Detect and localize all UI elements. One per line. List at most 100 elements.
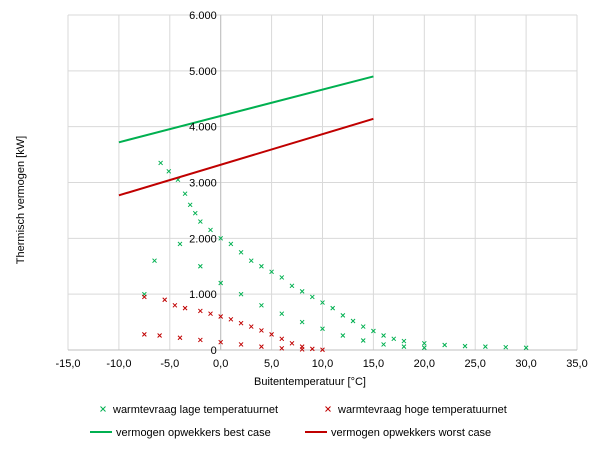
data-point <box>158 160 163 166</box>
y-tick-label: 4.000 <box>189 122 217 134</box>
x-axis-label: Buitentemperatuur [°C] <box>254 376 366 388</box>
y-tick-label: 5.000 <box>189 66 217 78</box>
data-point <box>289 283 295 289</box>
data-point <box>141 294 147 300</box>
y-tick-label: 2.000 <box>189 233 217 245</box>
data-point <box>360 338 366 343</box>
x-tick-label: -10,0 <box>106 358 131 370</box>
data-point <box>330 305 336 311</box>
series-4 <box>118 117 374 197</box>
data-point <box>401 338 407 344</box>
data-point <box>279 311 285 317</box>
data-point <box>228 316 234 322</box>
series-line <box>118 117 374 197</box>
data-point <box>228 241 234 247</box>
y-tick-label: 3.000 <box>189 178 217 190</box>
x-tick-label: 0,0 <box>213 358 228 370</box>
data-point <box>401 344 407 350</box>
data-point <box>391 336 397 342</box>
data-point <box>269 332 274 337</box>
data-point <box>503 344 509 350</box>
data-point <box>218 339 224 345</box>
data-point <box>238 342 244 347</box>
x-tick-label: -5,0 <box>160 358 179 370</box>
legend-marker <box>100 406 106 412</box>
data-point <box>320 326 325 332</box>
data-point <box>299 319 305 325</box>
data-point <box>208 227 213 233</box>
x-tick-label: -15,0 <box>55 358 80 370</box>
data-point <box>259 302 264 308</box>
data-point <box>299 289 305 294</box>
data-point <box>182 191 188 197</box>
legend-entry-label: warmtevraag lage temperatuurnet <box>112 404 278 416</box>
data-point <box>238 320 244 326</box>
x-tick-label: 20,0 <box>414 358 435 370</box>
x-tick-label: 5,0 <box>264 358 279 370</box>
legend-entry-label: vermogen opwekkers best case <box>116 427 271 439</box>
data-point <box>218 280 224 286</box>
data-point <box>381 333 386 338</box>
data-point <box>197 219 203 224</box>
data-point <box>483 344 488 350</box>
data-point <box>248 258 254 264</box>
data-point <box>279 275 285 280</box>
data-point <box>172 302 178 308</box>
series-1 <box>141 160 529 351</box>
data-point <box>218 235 224 241</box>
data-point <box>238 249 244 255</box>
legend-entry-label: vermogen opwekkers worst case <box>331 427 491 439</box>
data-point <box>309 346 315 352</box>
data-point <box>208 311 213 317</box>
data-point <box>279 336 285 342</box>
x-tick-label: 30,0 <box>515 358 536 370</box>
legend: warmtevraag lage temperatuurnet warmtevra… <box>90 404 507 439</box>
legend-marker <box>325 406 331 412</box>
data-point <box>381 342 386 347</box>
plot-area <box>118 75 529 353</box>
data-point <box>309 294 315 300</box>
data-point <box>152 258 157 264</box>
data-point <box>162 297 168 303</box>
x-tick-label: 35,0 <box>566 358 587 370</box>
data-point <box>187 202 193 208</box>
data-point <box>340 313 346 318</box>
data-point <box>192 210 198 216</box>
data-point <box>320 300 325 305</box>
data-point <box>177 335 183 341</box>
data-point <box>299 347 305 352</box>
data-point <box>141 332 147 337</box>
data-point <box>166 168 172 174</box>
data-point <box>248 324 254 329</box>
data-point <box>421 340 427 346</box>
data-point <box>259 344 264 350</box>
series-line <box>118 75 374 144</box>
y-axis-label: Thermisch vermogen [kW] <box>15 136 27 264</box>
data-point <box>182 305 188 311</box>
data-point <box>340 333 346 338</box>
data-point <box>360 324 366 329</box>
legend-entry-label: warmtevraag hoge temperatuurnet <box>337 404 507 416</box>
tick-labels: -15,0 -10,0 -5,0 0,0 5,0 10,0 15,0 20,0 25,0 30,0… <box>55 10 587 370</box>
data-point <box>218 314 224 319</box>
data-point <box>462 343 468 349</box>
data-point <box>259 328 264 333</box>
y-tick-label: 0 <box>211 345 217 357</box>
data-point <box>279 345 285 351</box>
x-tick-label: 10,0 <box>312 358 333 370</box>
y-tick-label: 1.000 <box>189 289 217 301</box>
data-point <box>289 340 295 346</box>
data-point <box>259 263 264 269</box>
data-point <box>197 337 203 343</box>
data-point <box>269 269 274 275</box>
x-tick-label: 15,0 <box>363 358 384 370</box>
series-2 <box>141 294 325 353</box>
data-point <box>197 308 203 314</box>
data-point <box>197 263 203 269</box>
data-point <box>320 347 325 353</box>
y-tick-label: 6.000 <box>189 10 217 22</box>
data-point <box>157 333 162 338</box>
data-point <box>350 318 356 324</box>
